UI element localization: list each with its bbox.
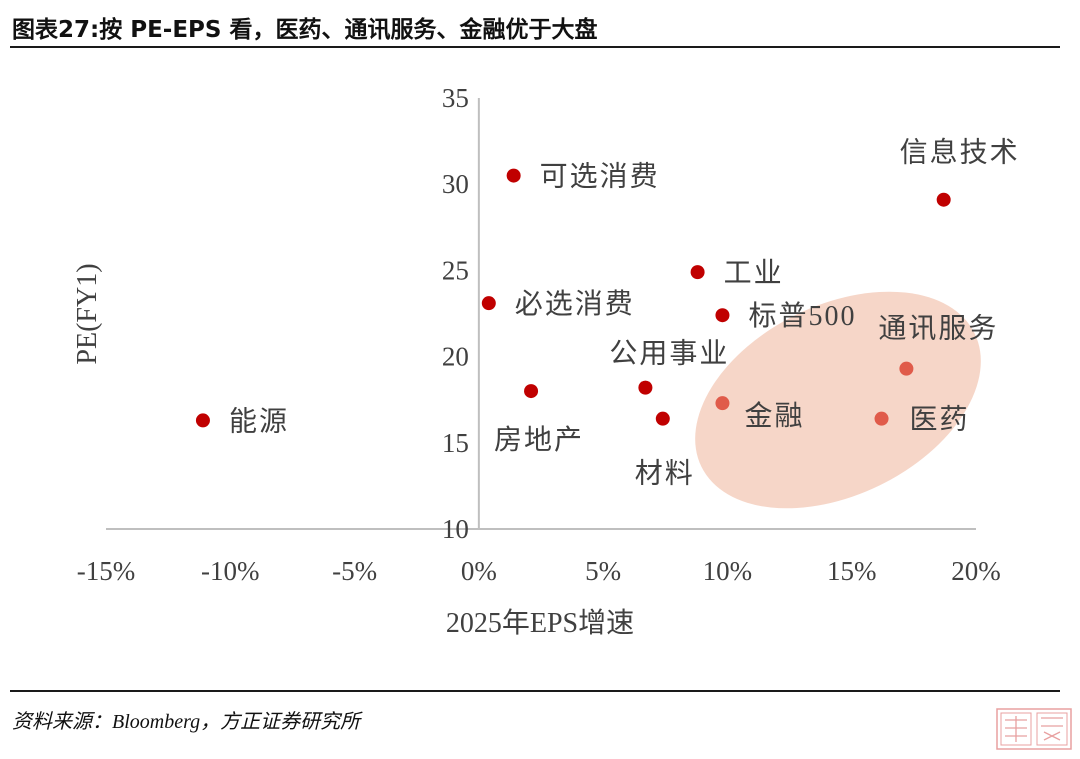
- y-tick-label: 30: [442, 169, 469, 199]
- x-axis-label: 2025年EPS增速: [446, 607, 634, 639]
- x-tick-label: 5%: [585, 556, 621, 586]
- point-label: 通讯服务: [878, 313, 998, 345]
- point-label: 能源: [229, 405, 289, 437]
- data-point: [936, 192, 951, 207]
- y-tick-label: 10: [442, 514, 469, 544]
- data-point: [655, 411, 670, 426]
- x-tick-label: 10%: [703, 556, 753, 586]
- x-tick-label: -5%: [332, 556, 377, 586]
- point-label: 医药: [910, 404, 970, 436]
- x-tick-label: 20%: [951, 556, 1001, 586]
- title-rule: [10, 46, 1060, 48]
- point-label: 标普500: [748, 300, 856, 332]
- data-point: [638, 380, 653, 395]
- data-point: [715, 308, 730, 323]
- point-label: 信息技术: [900, 137, 1020, 169]
- y-tick-label: 20: [442, 342, 469, 372]
- y-tick-label: 15: [442, 428, 469, 458]
- x-tick-label: 15%: [827, 556, 877, 586]
- x-tick-label: -15%: [77, 556, 135, 586]
- chart-title: 图表27:按 PE-EPS 看，医药、通讯服务、金融优于大盘: [12, 17, 598, 43]
- point-label: 必选消费: [515, 288, 635, 320]
- data-point: [524, 384, 539, 399]
- data-point: [690, 265, 705, 280]
- point-label: 材料: [635, 458, 695, 490]
- point-label: 金融: [744, 400, 804, 432]
- scatter-chart: -15% -10% -5% 0% 5% 10% 15% 20% 10 15 20 25 30 35 能源 可…: [72, 83, 1020, 639]
- source-rule: [10, 690, 1060, 692]
- data-point: [195, 413, 210, 428]
- y-tick-label: 35: [442, 83, 469, 113]
- point-label: 房地产: [494, 424, 584, 456]
- data-point: [874, 411, 889, 426]
- watermark-seal-icon: [996, 708, 1072, 750]
- point-label: 公用事业: [609, 338, 729, 370]
- point-label: 工业: [724, 258, 784, 289]
- data-point: [715, 396, 730, 411]
- data-point: [899, 361, 914, 376]
- y-axis-label: PE(FY1): [72, 263, 103, 364]
- x-tick-label: 0%: [461, 556, 497, 586]
- x-tick-label: -10%: [201, 556, 259, 586]
- point-label: 可选消费: [540, 161, 660, 193]
- data-point: [506, 168, 521, 183]
- source-note: 资料来源：Bloomberg，方正证券研究所: [12, 711, 361, 733]
- data-point: [481, 296, 496, 311]
- highlight-ellipse: [695, 291, 981, 509]
- y-tick-label: 25: [442, 255, 469, 285]
